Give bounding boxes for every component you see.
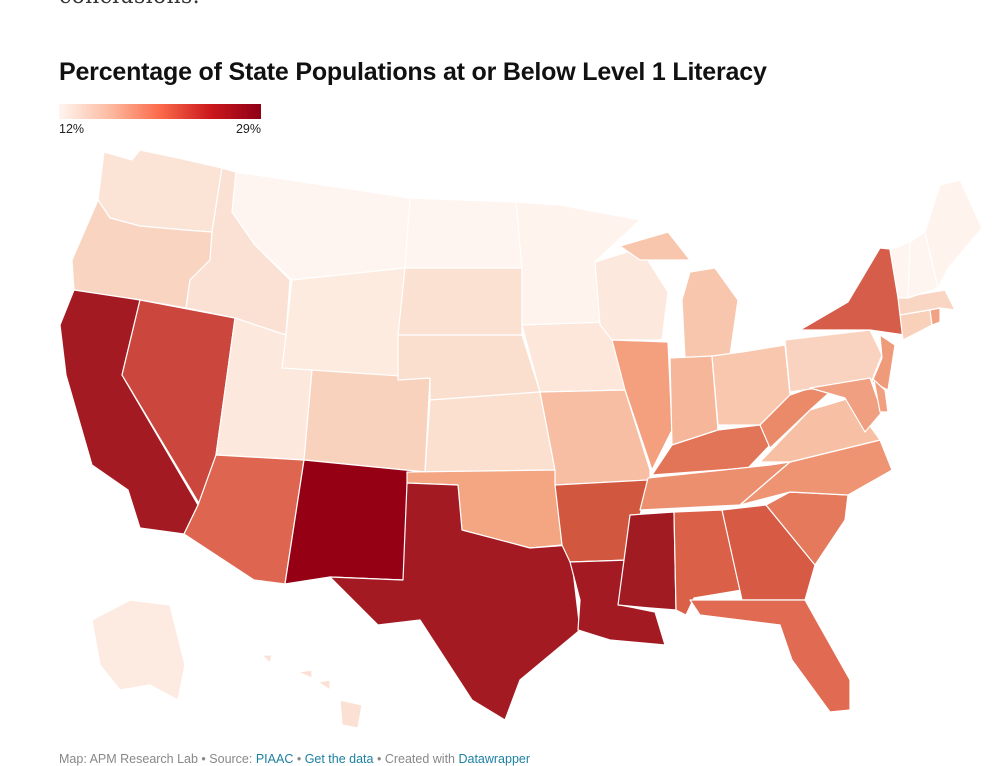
state-florida[interactable] [689, 599, 851, 713]
state-kansas[interactable] [424, 391, 556, 473]
footer-separator: • [293, 752, 305, 766]
legend-max-label: 29% [235, 122, 261, 136]
state-mississippi[interactable] [617, 511, 677, 611]
footer-created-with: • Created with [373, 752, 459, 766]
state-pennsylvania[interactable] [784, 329, 883, 393]
state-rhode-island[interactable] [929, 307, 941, 326]
color-legend: 12% 29% [59, 104, 261, 136]
legend-gradient-bar [59, 104, 261, 119]
source-link[interactable]: PIAAC [255, 752, 294, 766]
state-georgia[interactable] [721, 504, 816, 601]
state-colorado[interactable] [303, 369, 431, 473]
state-wisconsin[interactable] [594, 247, 669, 341]
article-text-fragment: conclusions. [59, 0, 200, 9]
state-maryland[interactable] [809, 377, 883, 433]
state-hawaii[interactable] [261, 654, 363, 729]
state-new-york[interactable] [799, 247, 906, 336]
state-south-dakota[interactable] [397, 267, 523, 336]
state-south-carolina[interactable] [765, 491, 849, 566]
legend-min-label: 12% [59, 122, 85, 136]
state-wyoming[interactable] [281, 267, 406, 381]
footer-credit: Map: APM Research Lab • Source: [59, 752, 256, 766]
state-delaware[interactable] [873, 379, 889, 413]
state-indiana[interactable] [669, 355, 719, 446]
get-data-link[interactable]: Get the data [304, 752, 374, 766]
state-alaska[interactable] [91, 599, 186, 701]
state-texas[interactable] [329, 482, 581, 721]
state-illinois[interactable] [611, 339, 673, 471]
map-footer: Map: APM Research Lab • Source: PIAAC • … [59, 752, 530, 766]
state-north-dakota[interactable] [404, 197, 523, 269]
datawrapper-link[interactable]: Datawrapper [458, 752, 531, 766]
map-title: Percentage of State Populations at or Be… [59, 58, 767, 86]
state-maine[interactable] [924, 179, 983, 289]
